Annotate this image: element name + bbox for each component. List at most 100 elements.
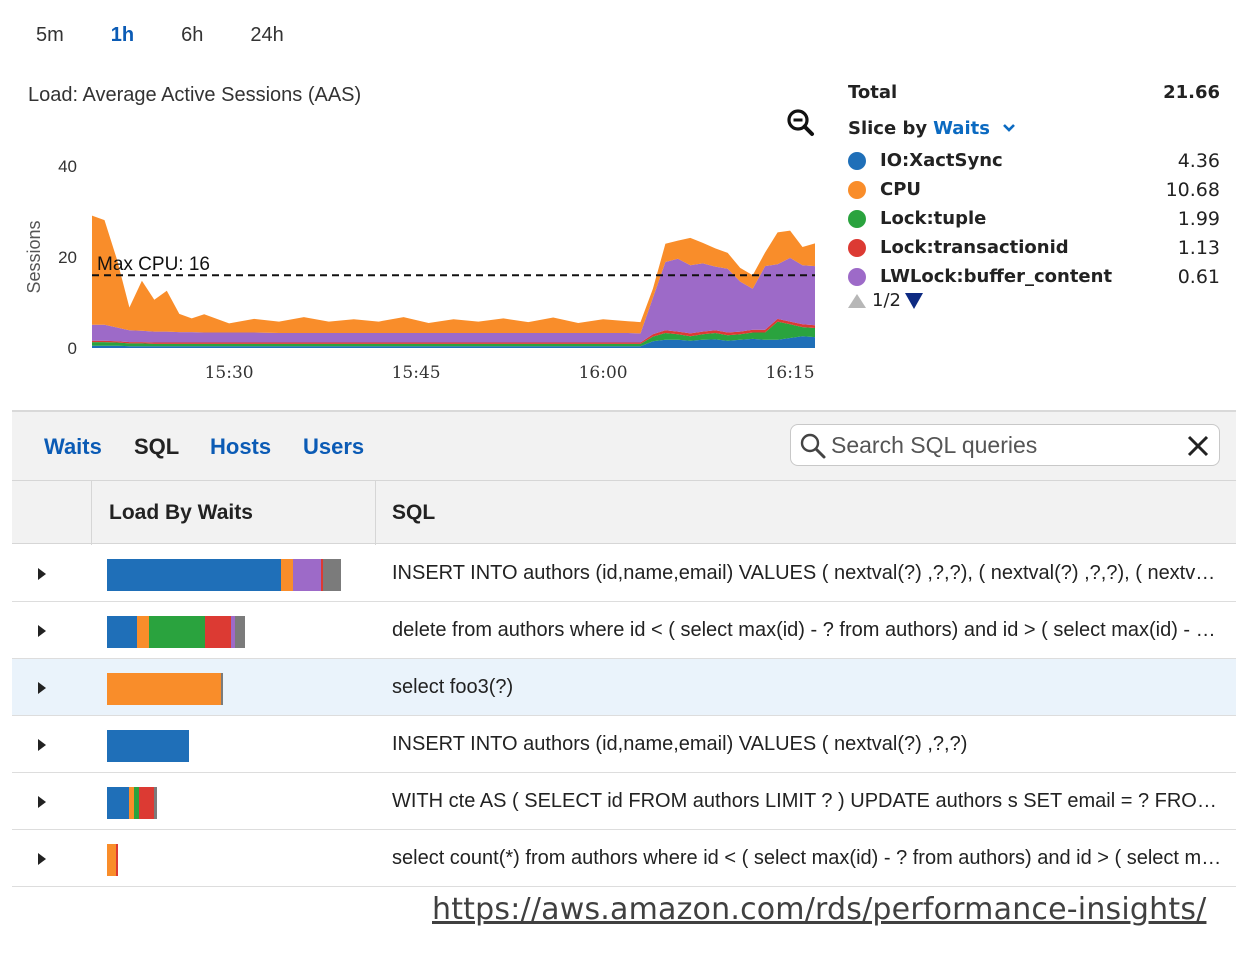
load-bar — [107, 730, 189, 762]
sql-statement[interactable]: WITH cte AS ( SELECT id FROM authors LIM… — [392, 790, 1222, 812]
legend-total-label: Total — [848, 82, 898, 103]
legend-item-label: Lock:tuple — [880, 208, 987, 229]
aas-chart: Max CPU: 16 Sessions 0 20 40 15:30 15:45 16:… — [24, 157, 815, 383]
load-bar-segment — [107, 616, 137, 648]
expand-caret-icon[interactable] — [38, 682, 46, 694]
tab-hosts[interactable]: Hosts — [210, 434, 272, 459]
area-series-io-xactsync — [92, 336, 815, 348]
load-bar-segment — [107, 844, 117, 876]
load-bar — [107, 787, 157, 819]
y-tick-label: 20 — [58, 248, 77, 267]
x-axis-ticks: 15:30 15:45 16:00 16:15 — [205, 363, 815, 383]
column-divider — [91, 481, 92, 545]
expand-caret-icon[interactable] — [38, 625, 46, 637]
sql-search-box — [790, 424, 1220, 466]
legend-items: IO:XactSync 4.36 CPU 10.68 Lock:tuple 1.99 Loc… — [848, 146, 1220, 294]
legend-item-value: 0.61 — [1177, 265, 1220, 288]
legend-item[interactable]: IO:XactSync 4.36 — [848, 146, 1220, 175]
legend-item[interactable]: CPU 10.68 — [848, 175, 1220, 204]
x-tick-label: 16:15 — [766, 363, 815, 383]
legend-item-value: 1.13 — [1177, 236, 1220, 259]
zoom-out-icon[interactable] — [786, 108, 816, 138]
time-range-tabs: 5m 1h 6h 24h — [36, 24, 331, 47]
expand-caret-icon[interactable] — [38, 853, 46, 865]
pager-prev-icon[interactable] — [848, 293, 866, 308]
load-bar — [107, 844, 119, 876]
column-sql[interactable]: SQL — [392, 501, 436, 524]
expand-caret-icon[interactable] — [38, 568, 46, 580]
dimension-tabs: Waits SQL Hosts Users — [12, 412, 1236, 480]
legend-item-label: LWLock:buffer_content — [880, 266, 1113, 287]
area-series-lwlock-buffer-content — [92, 257, 815, 343]
load-bar-segment — [148, 616, 205, 648]
load-bar-segment — [107, 673, 221, 705]
area-series-lock-tuple — [92, 321, 815, 347]
sql-statement[interactable]: INSERT INTO authors (id,name,email) VALU… — [392, 562, 1222, 584]
close-icon[interactable] — [1185, 433, 1211, 459]
load-bar-segment — [129, 787, 134, 819]
column-load-by-waits[interactable]: Load By Waits — [109, 501, 253, 524]
range-5m-tab[interactable]: 5m — [36, 24, 64, 46]
table-row[interactable]: delete from authors where id < ( select … — [12, 602, 1236, 659]
load-bar-segment — [107, 730, 189, 762]
legend-item-label: CPU — [880, 179, 922, 200]
source-url[interactable]: https://aws.amazon.com/rds/performance-i… — [432, 892, 1207, 927]
area-series-lock-transactionid — [92, 318, 815, 344]
legend-item-value: 4.36 — [1177, 149, 1220, 172]
legend-item-label: Lock:transactionid — [880, 237, 1069, 258]
tab-waits[interactable]: Waits — [44, 434, 102, 459]
legend-item[interactable]: Lock:tuple 1.99 — [848, 204, 1220, 233]
slice-by-selector[interactable]: Slice by Waits — [848, 110, 1220, 146]
chart-area-layers — [92, 215, 815, 348]
sql-statement[interactable]: delete from authors where id < ( select … — [392, 619, 1222, 641]
x-tick-label: 16:00 — [579, 363, 628, 383]
load-bar — [107, 673, 223, 705]
table-row[interactable]: INSERT INTO authors (id,name,email) VALU… — [12, 545, 1236, 602]
load-bar-segment — [107, 787, 129, 819]
load-bar-segment — [138, 787, 154, 819]
table-row[interactable]: WITH cte AS ( SELECT id FROM authors LIM… — [12, 773, 1236, 830]
sql-search-input[interactable] — [831, 429, 1161, 461]
chart-title: Load: Average Active Sessions (AAS) — [28, 84, 362, 106]
load-bar-segment — [133, 787, 139, 819]
range-24h-tab[interactable]: 24h — [250, 24, 284, 46]
table-row[interactable]: select foo3(?) — [12, 659, 1236, 716]
x-tick-label: 15:30 — [205, 363, 254, 383]
legend-item-label: IO:XactSync — [880, 150, 1003, 171]
tab-users[interactable]: Users — [303, 434, 365, 459]
area-series-cpu — [92, 215, 815, 334]
legend-item-value: 1.99 — [1177, 207, 1220, 230]
table-row[interactable]: select count(*) from authors where id < … — [12, 830, 1236, 887]
load-bar — [107, 616, 245, 648]
tab-sql[interactable]: SQL — [134, 434, 180, 459]
search-icon — [800, 433, 826, 459]
range-1h-tab[interactable]: 1h — [110, 24, 135, 46]
sql-statement[interactable]: select count(*) from authors where id < … — [392, 847, 1222, 869]
load-bar-segment — [292, 559, 321, 591]
load-bar-segment — [204, 616, 231, 648]
y-axis-ticks: 0 20 40 — [58, 157, 77, 358]
load-bar-segment — [221, 673, 223, 705]
load-bar-segment — [234, 616, 245, 648]
slice-by-value[interactable]: Waits — [933, 117, 990, 139]
legend-item[interactable]: Lock:transactionid 1.13 — [848, 233, 1220, 262]
range-6h-tab[interactable]: 6h — [181, 24, 204, 46]
chevron-down-icon[interactable] — [1002, 123, 1016, 133]
legend-swatch-icon — [848, 151, 866, 170]
table-row[interactable]: INSERT INTO authors (id,name,email) VALU… — [12, 716, 1236, 773]
y-tick-label: 0 — [68, 339, 77, 358]
x-tick-label: 15:45 — [392, 363, 441, 383]
sql-statement[interactable]: select foo3(?) — [392, 676, 514, 698]
legend-item[interactable]: LWLock:buffer_content 0.61 — [848, 262, 1220, 291]
legend-total-row: Total 21.66 — [848, 82, 1220, 110]
column-divider — [375, 481, 376, 545]
load-bar-segment — [281, 559, 293, 591]
load-bar-segment — [107, 559, 282, 591]
expand-caret-icon[interactable] — [38, 739, 46, 751]
sql-statement[interactable]: INSERT INTO authors (id,name,email) VALU… — [392, 733, 968, 755]
load-bar-segment — [153, 787, 157, 819]
chart-legend: Total 21.66 Slice by Waits IO:XactSync 4.… — [848, 82, 1220, 311]
pager-next-icon[interactable] — [904, 292, 923, 309]
legend-swatch-icon — [848, 238, 866, 257]
expand-caret-icon[interactable] — [38, 796, 46, 808]
